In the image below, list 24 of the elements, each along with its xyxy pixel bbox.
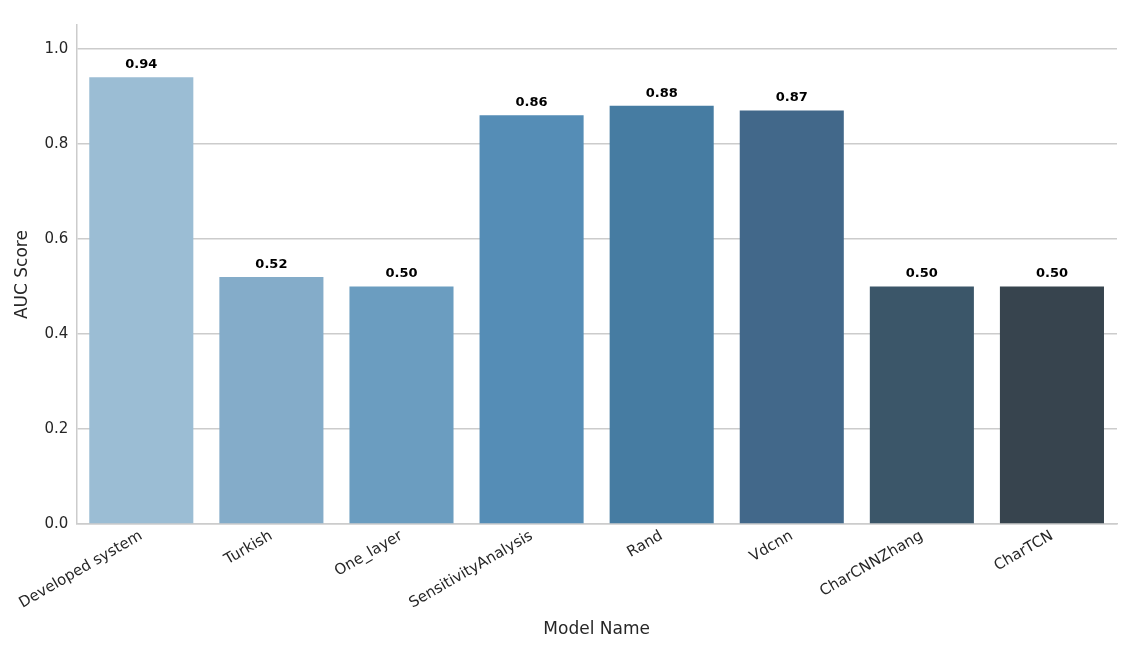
bar	[89, 77, 194, 524]
data-label: 0.50	[385, 265, 418, 281]
data-label: 0.87	[775, 89, 808, 105]
y-tick-label: 0.6	[44, 228, 69, 247]
data-label: 0.50	[905, 265, 938, 281]
y-tick-label: 1.0	[44, 38, 69, 57]
data-label: 0.88	[645, 84, 678, 100]
data-label: 0.50	[1035, 265, 1068, 281]
bar	[739, 110, 844, 524]
y-tick-label: 0.0	[44, 513, 69, 532]
x-axis-title: Model Name	[543, 618, 650, 639]
bar	[609, 105, 714, 524]
y-tick-label: 0.8	[44, 133, 69, 152]
bar	[869, 286, 974, 524]
bar	[349, 286, 454, 524]
data-label: 0.52	[255, 255, 288, 271]
data-label: 0.86	[515, 94, 548, 110]
data-label: 0.94	[125, 56, 158, 72]
y-tick-label: 0.2	[44, 418, 69, 437]
y-axis-title: AUC Score	[10, 230, 31, 320]
bar	[219, 276, 324, 524]
y-tick-label: 0.4	[44, 323, 69, 342]
bar	[999, 286, 1104, 524]
bar	[479, 115, 584, 524]
